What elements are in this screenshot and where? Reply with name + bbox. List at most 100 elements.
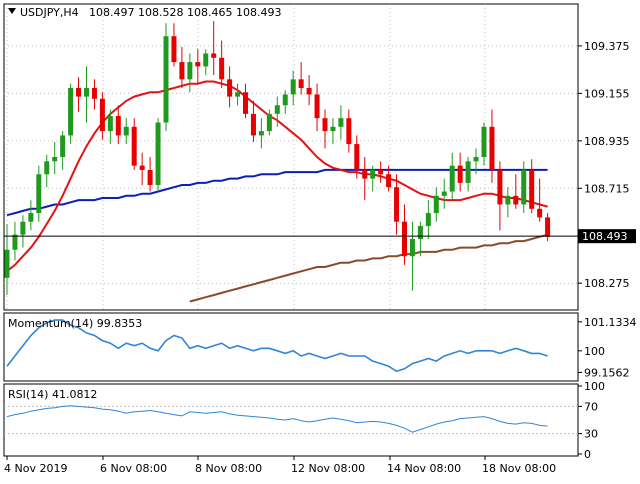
candle-body <box>123 126 129 136</box>
candle-body <box>266 113 272 132</box>
time-tick-label: 4 Nov 2019 <box>4 462 67 475</box>
candle-body <box>402 221 407 257</box>
price-tick-label: 109.155 <box>584 87 630 100</box>
candle-body <box>370 169 376 179</box>
price-tick-label: 109.375 <box>584 40 630 53</box>
time-tick-label: 6 Nov 08:00 <box>100 462 167 475</box>
candle-body <box>76 87 82 97</box>
candle-body <box>52 157 58 162</box>
candle-body <box>115 116 121 136</box>
candle-body <box>465 161 471 183</box>
candle-body <box>187 62 193 80</box>
rsi-line <box>6 405 548 433</box>
candle-body <box>195 62 201 67</box>
candle-body <box>417 226 423 239</box>
time-tick-label: 12 Nov 08:00 <box>291 462 365 475</box>
price-panel-frame <box>3 3 579 311</box>
current-price-tag <box>578 229 636 244</box>
candle-body <box>274 105 280 114</box>
candle-body <box>20 221 26 235</box>
candle-body <box>171 36 177 63</box>
candle-body <box>99 98 105 132</box>
candle-body <box>235 92 241 97</box>
candle-body <box>131 126 137 166</box>
price-tick-label: 108.935 <box>584 135 630 148</box>
ohlc-values: 108.497 108.528 108.465 108.493 <box>89 6 281 19</box>
candle-body <box>409 238 415 257</box>
triangle-down-icon <box>8 8 16 14</box>
time-tick-label: 8 Nov 08:00 <box>195 462 262 475</box>
candle-body <box>4 249 10 278</box>
candle-body <box>425 213 431 227</box>
candle-body <box>68 87 74 136</box>
candle-body <box>354 144 360 170</box>
rsi-tick-label: 30 <box>584 428 598 441</box>
candle-body <box>12 234 18 250</box>
time-tick-label: 14 Nov 08:00 <box>387 462 461 475</box>
candle-body <box>433 195 439 214</box>
candle-body <box>338 118 344 127</box>
candle-body <box>258 131 264 136</box>
momentum-panel-frame <box>3 312 579 382</box>
rsi-tick-label: 0 <box>584 448 591 461</box>
candle-body <box>362 169 368 179</box>
candle-body <box>298 79 304 88</box>
candle-body <box>219 57 225 80</box>
candle-body <box>211 53 217 58</box>
candle-body <box>481 126 487 157</box>
candle-body <box>44 161 50 175</box>
candle-body <box>489 126 495 170</box>
candle-body <box>386 174 392 188</box>
candle-body <box>537 208 543 218</box>
time-axis: 4 Nov 2019 6 Nov 08:00 8 Nov 08:00 12 Nov 0… <box>4 456 556 475</box>
candle-body <box>243 92 248 114</box>
momentum-axis: 101.1334 100 99.1562 <box>578 316 637 379</box>
price-tick-label: 108.715 <box>584 182 630 195</box>
price-axis: 109.375 109.155 108.935 108.715 108.275 <box>578 40 630 290</box>
rsi-title: RSI(14) 41.0812 <box>8 388 97 401</box>
rsi-tick-label: 100 <box>584 380 605 393</box>
mid-moving-average <box>6 168 548 217</box>
candle-body <box>155 122 161 186</box>
candle-body <box>394 187 400 222</box>
candle-body <box>306 87 312 95</box>
candle-body <box>147 169 153 186</box>
candle-body <box>441 191 447 196</box>
candle-body <box>513 195 519 205</box>
candle-body <box>545 217 551 237</box>
current-price-label: 108.493 <box>582 230 628 243</box>
momentum-title: Momentum(14) 99.8353 <box>8 317 142 330</box>
candle-body <box>529 169 535 209</box>
candle-body <box>378 169 384 175</box>
candle-body <box>457 165 463 183</box>
momentum-tick-label: 101.1334 <box>584 316 637 329</box>
candle-body <box>250 113 256 136</box>
candle-body <box>203 53 209 67</box>
candle-body <box>282 94 288 106</box>
candle-body <box>314 94 320 119</box>
candle-body <box>330 126 336 132</box>
candle-body <box>107 116 113 132</box>
candle-body <box>505 195 511 205</box>
candle-body <box>91 87 97 99</box>
candle-body <box>60 135 66 157</box>
candle-body <box>28 213 34 222</box>
price-tick-label: 108.275 <box>584 277 630 290</box>
candle-body <box>346 118 352 145</box>
candle-body <box>36 174 42 214</box>
candle-body <box>290 79 296 95</box>
time-tick-label: 18 Nov 08:00 <box>482 462 556 475</box>
candle-body <box>139 165 145 170</box>
candle-body <box>322 118 328 132</box>
candle-body <box>163 36 169 123</box>
candle-body <box>521 169 527 205</box>
symbol-label: USDJPY,H4 <box>20 6 79 19</box>
candle-body <box>497 169 503 205</box>
rsi-axis: 100 70 30 0 <box>4 380 605 461</box>
candlesticks <box>4 21 551 296</box>
candle-body <box>449 165 455 192</box>
candle-body <box>179 62 185 80</box>
momentum-tick-label: 99.1562 <box>584 366 630 379</box>
